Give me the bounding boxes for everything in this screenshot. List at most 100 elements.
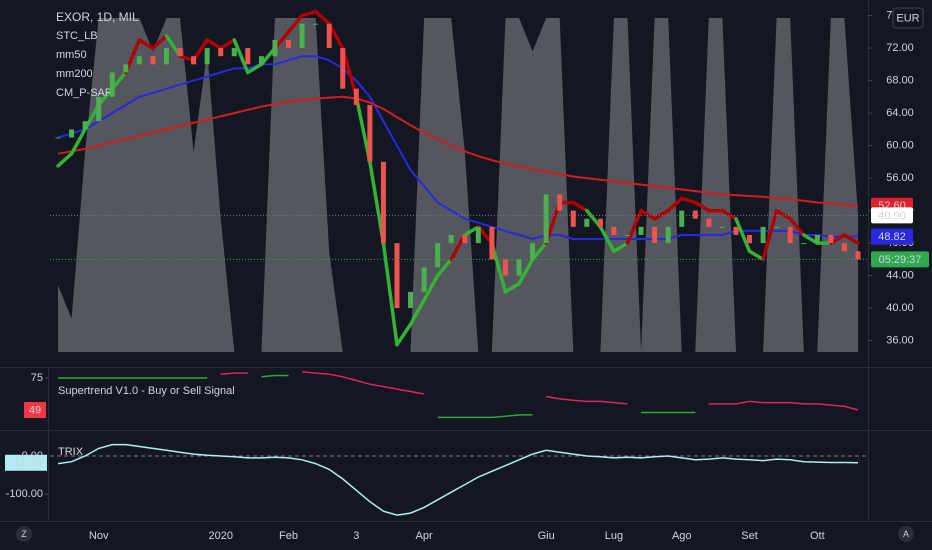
y-tick-label: 72.00 [886, 42, 914, 54]
candle [624, 234, 630, 236]
price-label-box [871, 228, 913, 245]
x-tick-label: 3 [353, 530, 359, 542]
sar-segment [679, 196, 698, 205]
y-tick-label: 68.00 [886, 74, 914, 86]
sar-segment [300, 9, 318, 18]
candle [638, 226, 644, 235]
candle [55, 137, 61, 139]
candle [258, 56, 264, 65]
last-value-label: -17.70 [10, 457, 41, 469]
candle [69, 129, 75, 138]
candle [272, 39, 278, 57]
plot-area: 76.0072.0068.0064.0060.0056.0052.0048.00… [5, 9, 929, 542]
candle [747, 234, 753, 244]
legend-entry: STC_LB [56, 30, 98, 42]
candle [408, 291, 414, 309]
countdown-box [871, 251, 929, 268]
candle [231, 48, 237, 57]
y-tick-label: 36.00 [886, 335, 914, 347]
candle [489, 226, 495, 260]
sar-segment [625, 208, 643, 245]
sar-segment [435, 257, 453, 278]
series-line [58, 374, 696, 419]
symbol-title: EXOR, 1D, MIL [56, 10, 139, 24]
candle [787, 226, 793, 244]
candle [679, 210, 685, 227]
series-line [57, 55, 859, 241]
scale-button[interactable]: A [898, 526, 914, 542]
candle [584, 218, 590, 227]
x-tick-label: Giu [538, 530, 555, 542]
candle [191, 56, 197, 65]
candle [299, 23, 305, 49]
button-frame[interactable] [898, 526, 914, 542]
candle [218, 48, 224, 57]
button-label[interactable]: Z [21, 529, 27, 539]
candle [448, 234, 454, 244]
series-line [57, 443, 859, 516]
button-frame[interactable] [892, 7, 924, 29]
candle [245, 48, 251, 65]
candle [435, 243, 441, 268]
x-tick-label: Set [741, 530, 758, 542]
sar-segment [205, 38, 223, 50]
candle [516, 259, 522, 276]
candle [502, 259, 508, 276]
sar-segment [761, 208, 779, 262]
sar-segment [720, 208, 738, 221]
candle [841, 243, 847, 252]
sar-segment [652, 208, 670, 221]
candle [855, 251, 861, 260]
sar-segment [151, 34, 169, 50]
currency-button[interactable]: EUR [892, 7, 924, 29]
sar-segment [246, 62, 264, 75]
series-line [220, 371, 859, 411]
candle [462, 234, 468, 244]
candle [611, 226, 617, 235]
x-tick-label: Lug [605, 530, 623, 542]
candle [570, 210, 576, 227]
candle [367, 104, 373, 162]
candle [597, 218, 603, 227]
sar-segment [137, 38, 155, 50]
sar-segment [734, 216, 752, 253]
candle [150, 56, 156, 65]
stc-area [58, 18, 858, 352]
sar-segment [286, 13, 304, 34]
sar-segment [612, 241, 630, 253]
candle [177, 48, 183, 57]
legend-entry: mm200 [56, 68, 93, 80]
legend-entry: mm50 [56, 49, 87, 61]
last-value-box [24, 402, 46, 419]
candle [421, 267, 427, 292]
price-label: 48.82 [878, 231, 906, 243]
y-tick-label: 60.00 [886, 139, 914, 151]
candle [828, 234, 834, 244]
sar-segment [842, 233, 860, 245]
candle [326, 23, 332, 49]
series-line [57, 95, 859, 207]
candle [353, 88, 359, 105]
sar-segment [381, 241, 399, 347]
button-label[interactable]: A [903, 529, 909, 539]
currency-label[interactable]: EUR [896, 12, 919, 24]
x-tick-label: Apr [416, 530, 433, 542]
button-frame[interactable] [16, 526, 32, 542]
sar-segment [788, 216, 806, 237]
sar-segment [693, 200, 711, 213]
sar-segment [313, 9, 331, 26]
x-tick-label: 2020 [208, 530, 232, 542]
candle [340, 48, 346, 89]
candle [801, 243, 807, 245]
sar-segment [422, 273, 440, 302]
candle [123, 64, 129, 73]
x-tick-label: Feb [279, 530, 298, 542]
candle [96, 96, 102, 122]
y-tick-label: 75 [31, 372, 43, 384]
candle [82, 121, 88, 130]
scale-button[interactable]: Z [16, 526, 32, 542]
candle [543, 194, 549, 244]
candle [557, 194, 563, 211]
indicator-title: Supertrend V1.0 - Buy or Sell Signal [58, 385, 235, 397]
